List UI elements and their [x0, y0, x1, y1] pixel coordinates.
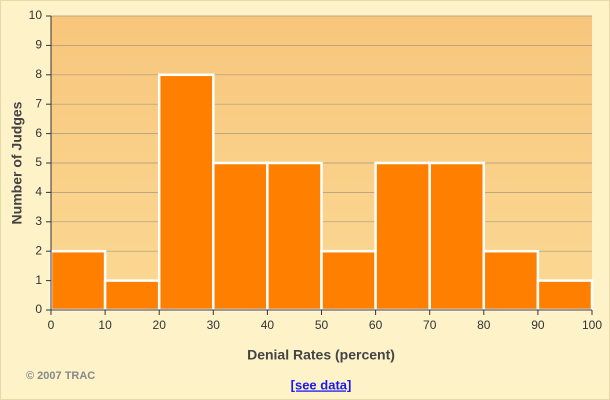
- x-axis-label: Denial Rates (percent): [247, 347, 395, 363]
- y-tick-label: 3: [35, 214, 42, 228]
- y-tick-label: 7: [35, 96, 42, 110]
- y-tick-label: 4: [35, 185, 42, 199]
- bar: [536, 279, 594, 312]
- bar: [212, 161, 269, 312]
- y-tick-label: 2: [35, 243, 42, 257]
- bar: [482, 249, 540, 312]
- x-tick-label: 20: [153, 318, 167, 332]
- x-tick-label: 40: [261, 318, 275, 332]
- bar: [266, 161, 323, 312]
- y-tick-label: 8: [35, 67, 42, 81]
- x-tick-label: 60: [369, 318, 383, 332]
- x-tick-label: 80: [477, 318, 491, 332]
- y-tick-label: 5: [35, 155, 42, 169]
- bar: [374, 161, 431, 312]
- bar: [428, 161, 486, 312]
- see-data-link[interactable]: [see data]: [291, 377, 352, 392]
- copyright: © 2007 TRAC: [26, 370, 95, 382]
- y-tick-label: 0: [35, 302, 42, 316]
- y-tick-label: 1: [35, 273, 42, 287]
- bar: [103, 279, 161, 312]
- y-axis-label: Number of Judges: [9, 101, 25, 224]
- y-tick-label: 10: [29, 8, 43, 22]
- bar: [49, 249, 107, 312]
- x-tick-label: 10: [98, 318, 112, 332]
- y-tick-label: 9: [35, 38, 42, 52]
- x-tick-label: 50: [315, 318, 329, 332]
- x-tick-label: 70: [423, 318, 437, 332]
- bar: [320, 249, 377, 312]
- y-tick-label: 6: [35, 126, 42, 140]
- x-tick-label: 30: [207, 318, 221, 332]
- x-tick-label: 0: [48, 318, 55, 332]
- bar: [157, 73, 215, 312]
- x-tick-label: 100: [582, 318, 602, 332]
- x-tick-label: 90: [531, 318, 545, 332]
